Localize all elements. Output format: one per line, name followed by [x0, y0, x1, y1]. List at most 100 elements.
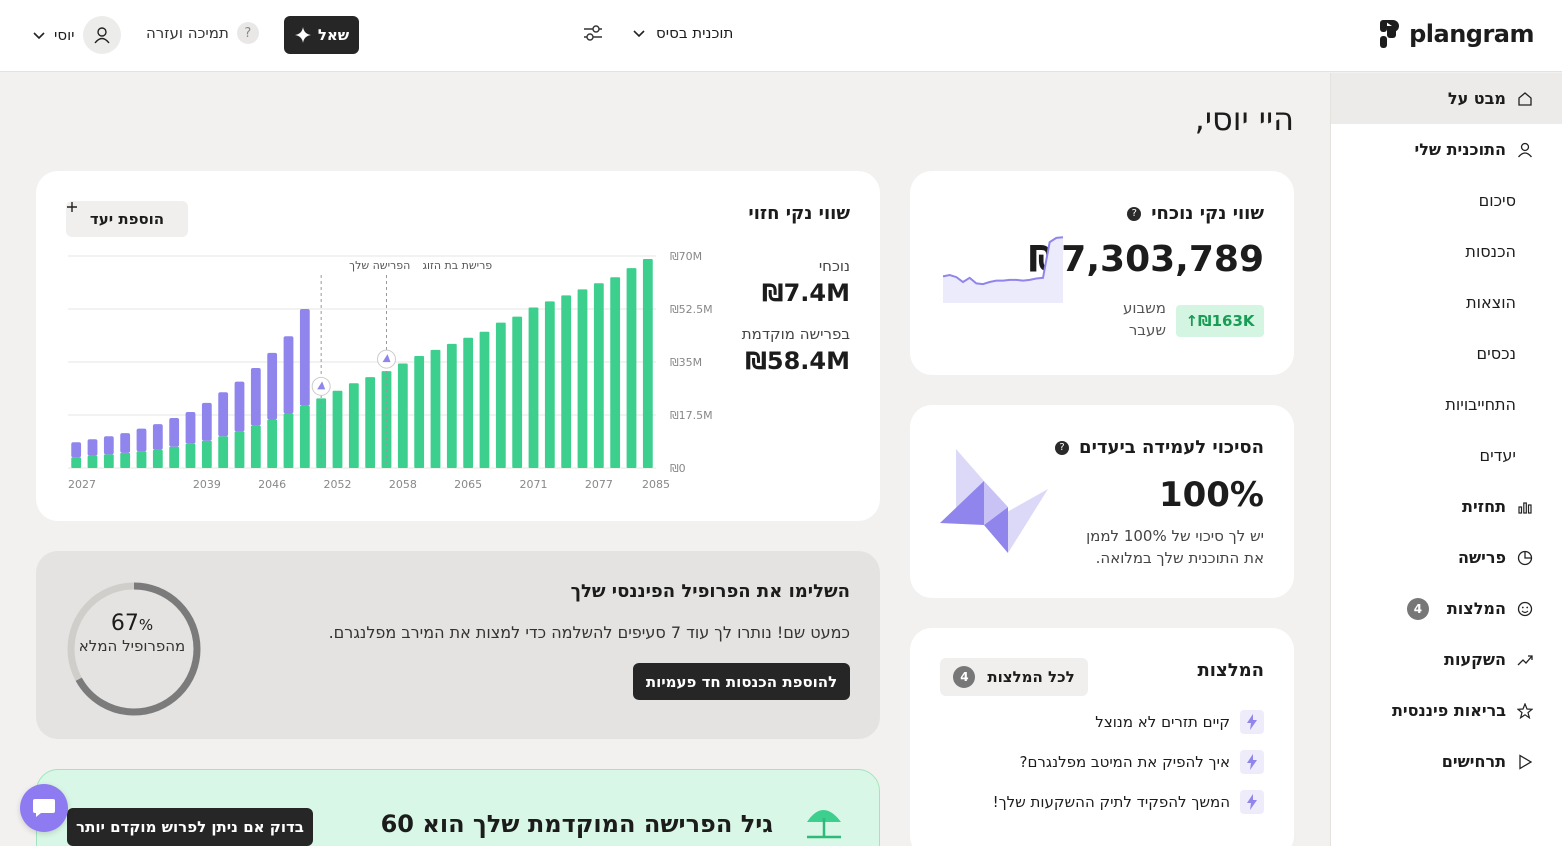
help-link[interactable]: ? תמיכה ועזרה: [146, 22, 259, 44]
info-icon[interactable]: ?: [1055, 440, 1070, 455]
top-bar: plangram תוכנית בסיס שאל ? תמיכה ועזרה י…: [0, 0, 1562, 72]
recommendation-item[interactable]: איך להפיק את המיטב מפלנגרם?: [1020, 750, 1264, 774]
bar-segment-green: [103, 454, 114, 468]
add-goal-label: הוספת יעד: [89, 210, 165, 228]
profile-title: השלימו את הפרופיל הפיננסי שלך: [570, 581, 850, 602]
y-tick-label: ₪52.5M: [670, 303, 713, 316]
bar-segment-green: [365, 377, 376, 468]
avatar: [82, 16, 121, 54]
all-recommendations-button[interactable]: לכל המלצות 4: [940, 658, 1088, 696]
bar-segment-purple: [234, 381, 245, 432]
early-retirement-banner: גיל הפרישה המוקדמת שלך הוא 60 בדוק אם ני…: [36, 769, 880, 846]
sidebar-item-label: המלצות: [1446, 599, 1506, 618]
sidebar-item-sub-6[interactable]: התחייבויות: [1331, 379, 1562, 430]
profile-ring-label: מהפרופיל המלא: [78, 637, 186, 655]
success-title-row: הסיכוי לעמידה ביעדים ?: [1055, 437, 1264, 458]
profile-progress-ring: [67, 582, 201, 716]
add-goal-button[interactable]: הוספת יעד: [66, 201, 188, 237]
bar-segment-green: [169, 446, 180, 468]
check-earlier-retirement-button[interactable]: בדוק אם ניתן לפרוש מוקדם יותר: [67, 808, 313, 846]
sidebar-item-play[interactable]: תרחישים: [1331, 736, 1562, 787]
beach-umbrella-icon: [807, 810, 841, 839]
recommendation-item[interactable]: קיים תזרים לא מנוצל: [1095, 710, 1264, 734]
profile-progress-text: 67% מהפרופיל המלא: [64, 611, 200, 656]
net-worth-title: שווי נקי נוכחי: [1151, 203, 1264, 224]
sidebar: מבט על התוכנית שלי סיכום הכנסות הוצאות נכסים ה…: [1330, 73, 1562, 846]
bar-segment-purple: [120, 433, 131, 453]
bar-segment-green: [593, 283, 604, 468]
forecast-title: שווי נקי חזוי: [748, 203, 850, 224]
recommendation-text: המשך להפקיד לתיק ההשקעות שלך!: [992, 793, 1230, 811]
x-tick-label: 2058: [389, 478, 417, 491]
logo[interactable]: plangram: [1377, 18, 1534, 50]
sliders-icon[interactable]: [582, 22, 604, 44]
sidebar-item-label: מבט על: [1447, 89, 1506, 108]
recommendations-badge: 4: [1406, 597, 1429, 620]
trend-icon: [1516, 651, 1534, 669]
sidebar-item-star[interactable]: בריאות פיננסית: [1331, 685, 1562, 736]
home-icon: [1516, 90, 1534, 108]
sidebar-item-sub-5[interactable]: נכסים: [1331, 328, 1562, 379]
sidebar-item-sub-3[interactable]: הכנסות: [1331, 226, 1562, 277]
bar-segment-purple: [152, 424, 163, 450]
bar-segment-purple: [267, 352, 278, 420]
sidebar-item-sub-4[interactable]: הוצאות: [1331, 277, 1562, 328]
recommendation-text: איך להפיק את המיטב מפלנגרם?: [1019, 753, 1230, 771]
sidebar-item-label: תחזית: [1462, 497, 1506, 516]
add-one-time-income-button[interactable]: להוספת הכנסות חד פעמיות: [633, 663, 850, 700]
sidebar-item-label: סיכום: [1478, 191, 1516, 210]
bar-segment-green: [479, 331, 490, 468]
ask-button-label: שאל: [317, 26, 350, 44]
bar-segment-green: [397, 363, 408, 468]
bar-segment-green: [577, 289, 588, 468]
forecast-card: ₪0 ₪17.5M ₪35M ₪52.5M ₪70M הפרישה שלך פרישת בת…: [36, 171, 880, 521]
x-tick-label: 2065: [454, 478, 482, 491]
plan-selector-label: תוכנית בסיס: [656, 24, 734, 42]
user-menu[interactable]: יוסי: [32, 16, 121, 54]
bar-segment-green: [463, 337, 474, 468]
profile-description: כמעט שם! נותרו לך עוד 7 סעיפים להשלמה כד…: [328, 623, 850, 642]
y-tick-label: ₪0: [670, 462, 686, 475]
success-title: הסיכוי לעמידה ביעדים: [1079, 437, 1264, 458]
sidebar-item-trend[interactable]: השקעות: [1331, 634, 1562, 685]
bar-segment-green: [642, 259, 653, 468]
sparkle-icon: [294, 27, 311, 43]
user-name: יוסי: [54, 26, 75, 44]
plan-selector[interactable]: תוכנית בסיס: [632, 20, 733, 46]
sidebar-item-label: הוצאות: [1466, 293, 1516, 312]
bar-segment-green: [218, 436, 229, 468]
sidebar-item-pie[interactable]: פרישה: [1331, 532, 1562, 583]
ask-button[interactable]: שאל: [284, 16, 359, 54]
bar-segment-green: [185, 443, 196, 468]
sidebar-item-sub-2[interactable]: סיכום: [1331, 175, 1562, 226]
sparkline-line: [942, 236, 1064, 286]
sidebar-item-home[interactable]: מבט על: [1331, 73, 1562, 124]
sidebar-item-smile[interactable]: המלצות 4: [1331, 583, 1562, 634]
bar-segment-green: [561, 295, 572, 468]
x-tick-label: 2027: [68, 478, 96, 491]
bar-segment-green: [528, 307, 539, 468]
profile-percent-sign: %: [138, 616, 154, 634]
early-retirement-title: גיל הפרישה המוקדמת שלך הוא 60: [380, 810, 773, 838]
sidebar-item-bar-chart[interactable]: תחזית: [1331, 481, 1562, 532]
sidebar-item-label: פרישה: [1458, 548, 1506, 567]
net-worth-card: שווי נקי נוכחי ? ₪7,303,789 ↑₪163K משבוע…: [910, 171, 1294, 375]
bar-segment-purple: [169, 418, 180, 447]
bar-segment-green: [348, 383, 359, 468]
info-icon[interactable]: ?: [1127, 206, 1142, 221]
bar-segment-green: [299, 405, 310, 468]
profile-progress-fill: [67, 582, 201, 716]
bar-segment-purple: [71, 442, 82, 458]
sidebar-item-user[interactable]: התוכנית שלי: [1331, 124, 1562, 175]
bar-segment-purple: [299, 309, 310, 406]
bar-segment-green: [332, 390, 343, 468]
net-worth-change-badge: ↑₪163K: [1176, 305, 1264, 337]
x-tick-label: 2071: [520, 478, 548, 491]
recommendation-item[interactable]: המשך להפקיד לתיק ההשקעות שלך!: [993, 790, 1264, 814]
sidebar-item-sub-7[interactable]: יעדים: [1331, 430, 1562, 481]
net-worth-title-row: שווי נקי נוכחי ?: [1127, 203, 1264, 224]
forecast-chart: ₪0 ₪17.5M ₪35M ₪52.5M ₪70M הפרישה שלך פרישת בת…: [68, 250, 713, 491]
bar-segment-green: [430, 349, 441, 468]
profile-percent-value: 67: [110, 611, 139, 636]
chat-button[interactable]: [20, 784, 68, 832]
